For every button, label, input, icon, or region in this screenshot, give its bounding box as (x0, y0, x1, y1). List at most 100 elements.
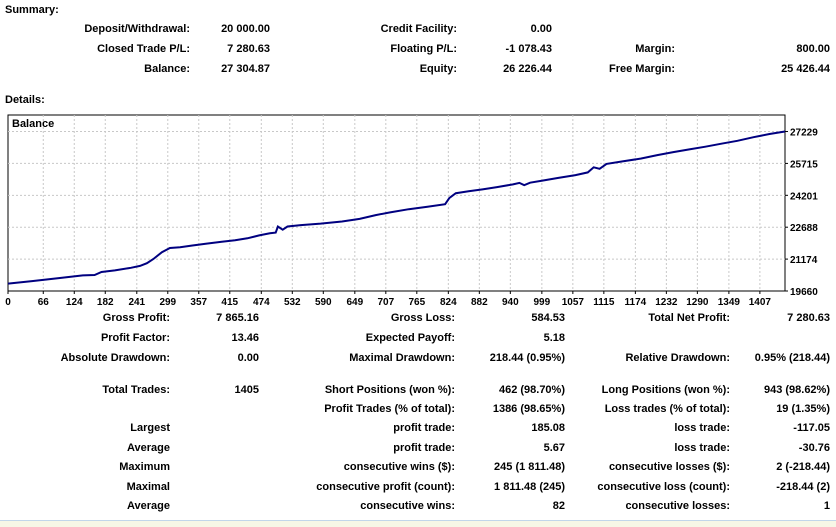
x-tick-label: 1115 (593, 297, 615, 308)
details-value: 19 (1.35%) (776, 403, 830, 415)
details-label: Total Net Profit: (648, 312, 730, 324)
details-value: 7 865.16 (216, 312, 259, 324)
details-label: consecutive wins: (360, 500, 455, 512)
x-tick-label: 590 (315, 297, 332, 308)
chart-legend-label: Balance (12, 118, 54, 130)
plot-border (7, 114, 786, 292)
details-value: 0.95% (218.44) (754, 352, 830, 364)
details-value: 584.53 (531, 312, 565, 324)
summary-heading: Summary: (5, 4, 59, 16)
summary-value: 27 304.87 (221, 63, 270, 75)
summary-label: Credit Facility: (380, 23, 457, 35)
details-row: Profit Factor: 13.46 Expected Payoff: 5.18 (0, 332, 836, 345)
details-label (10, 403, 170, 416)
details-label: Average (126, 442, 170, 454)
details-row: Total Trades: 1405 Short Positions (won %)… (0, 384, 836, 397)
details-value (180, 403, 259, 416)
details-value: 1 811.48 (245) (494, 481, 565, 493)
x-tick-label: 357 (190, 297, 207, 308)
details-label: Gross Profit: (102, 312, 170, 324)
details-value (740, 332, 830, 345)
details-label: Relative Drawdown: (625, 352, 730, 364)
details-value: 1405 (234, 384, 259, 396)
x-tick-label: 882 (471, 297, 488, 308)
details-row: Absolute Drawdown: 0.00 Maximal Drawdown: 2… (0, 352, 836, 365)
x-tick-label: 1174 (625, 297, 647, 308)
x-tick-label: 999 (534, 297, 551, 308)
details-heading: Details: (5, 94, 45, 106)
details-label: Maximum (119, 461, 170, 473)
details-value: 218.44 (0.95%) (489, 352, 565, 364)
details-label: Expected Payoff: (365, 332, 455, 344)
x-tick-label: 182 (97, 297, 114, 308)
details-row: Average consecutive wins: 82 consecutive lo… (0, 500, 836, 513)
summary-value: 7 280.63 (227, 43, 270, 55)
details-value: -30.76 (798, 442, 830, 454)
details-row: Maximal consecutive profit (count): 1 811.… (0, 481, 836, 494)
x-tick-label: 1232 (655, 297, 678, 308)
summary-label: Equity: (419, 63, 457, 75)
y-tick-label: 21174 (790, 255, 818, 266)
details-label: Maximal (126, 481, 170, 493)
x-tick-label: 415 (221, 297, 238, 308)
x-tick-label: 707 (377, 297, 394, 308)
summary-value: 20 000.00 (221, 23, 270, 35)
details-label: Long Positions (won %): (601, 384, 730, 396)
summary-label: Free Margin: (608, 63, 675, 75)
details-label: Absolute Drawdown: (60, 352, 170, 364)
details-value: 2 (-218.44) (776, 461, 830, 473)
details-label: Profit Trades (% of total): (324, 403, 455, 415)
details-row: Largest profit trade: 185.08 loss trade: -11… (0, 422, 836, 435)
summary-value (685, 23, 830, 36)
details-label (585, 332, 730, 345)
details-label: Maximal Drawdown: (349, 352, 455, 364)
x-tick-label: 124 (66, 297, 83, 308)
details-value: 5.18 (543, 332, 565, 344)
x-tick-label: 66 (38, 297, 50, 308)
summary-value: 26 226.44 (503, 63, 552, 75)
details-label: profit trade: (393, 422, 455, 434)
details-row: Profit Trades (% of total): 1386 (98.65%)… (0, 403, 836, 416)
details-label: Profit Factor: (100, 332, 170, 344)
y-tick-label: 24201 (790, 191, 818, 202)
details-label: loss trade: (674, 442, 730, 454)
details-value: 462 (98.70%) (498, 384, 565, 396)
summary-value: -1 078.43 (505, 43, 552, 55)
summary-value: 25 426.44 (781, 63, 830, 75)
x-tick-label: 241 (128, 297, 145, 308)
details-row: Gross Profit: 7 865.16 Gross Loss: 584.53 To… (0, 312, 836, 325)
x-tick-label: 1349 (718, 297, 741, 308)
summary-row: Deposit/Withdrawal: 20 000.00 Credit Facil… (0, 23, 836, 36)
details-value: 82 (552, 500, 565, 512)
x-tick-label: 824 (440, 297, 457, 308)
y-tick-label: 27229 (790, 128, 818, 139)
details-label: consecutive losses ($): (608, 461, 730, 473)
summary-value: 800.00 (796, 43, 830, 55)
x-tick-label: 940 (502, 297, 519, 308)
details-value (180, 461, 259, 474)
details-label: Total Trades: (102, 384, 170, 396)
y-tick-label: 19660 (790, 287, 818, 298)
details-value: -117.05 (793, 422, 830, 434)
details-value: 7 280.63 (787, 312, 830, 324)
summary-row: Closed Trade P/L: 7 280.63 Floating P/L: -1… (0, 43, 836, 56)
details-value: 943 (98.62%) (763, 384, 830, 396)
balance-chart: 0 66 124 182 241 299 357 415 474 532 590 649 707 765 8… (5, 114, 818, 308)
details-label: profit trade: (393, 442, 455, 454)
x-tick-label: 474 (253, 297, 270, 308)
summary-value: 0.00 (530, 23, 552, 35)
summary-label: Floating P/L: (390, 43, 457, 55)
details-value: 0.00 (237, 352, 259, 364)
details-value: 245 (1 811.48) (494, 461, 565, 473)
x-tick-label: 1057 (562, 297, 585, 308)
y-tick-label: 22688 (790, 223, 818, 234)
details-value: 1 (823, 500, 830, 512)
x-tick-label: 1407 (749, 297, 772, 308)
details-value: 13.46 (231, 332, 259, 344)
y-tick-label: 25715 (790, 159, 818, 170)
details-label: loss trade: (674, 422, 730, 434)
bottom-highlight-band (0, 520, 836, 527)
x-tick-label: 299 (159, 297, 176, 308)
details-label: Loss trades (% of total): (604, 403, 730, 415)
